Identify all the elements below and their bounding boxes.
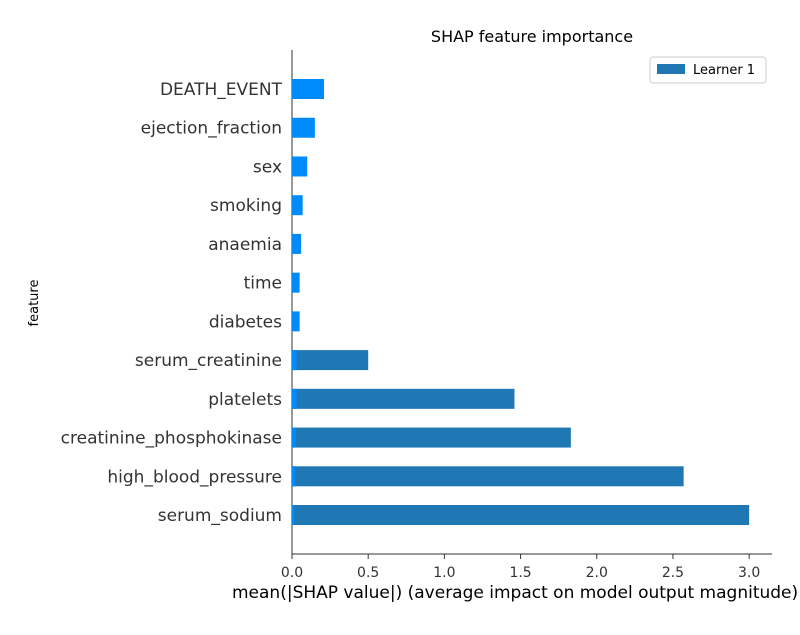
x-tick-label: 2.5 [662, 565, 684, 581]
bar-series-0 [292, 427, 571, 448]
legend-box [649, 56, 767, 84]
y-tick-label: serum_creatinine [135, 351, 282, 371]
bar-series-1 [292, 466, 296, 487]
x-tick-label: 3.0 [738, 565, 760, 581]
bar-series-1 [292, 195, 303, 216]
y-tick-label: time [244, 274, 282, 294]
bar-series-1 [292, 350, 297, 371]
y-tick-label: anaemia [208, 235, 282, 255]
x-axis-label: mean(|SHAP value|) (average impact on mo… [232, 583, 798, 603]
x-tick-label: 2.0 [586, 565, 608, 581]
bar-series-1 [292, 427, 296, 448]
bar-series-1 [292, 388, 297, 409]
bar-series-0 [292, 388, 515, 409]
bar-series-1 [292, 233, 302, 254]
bar-series-0 [292, 466, 684, 487]
bars-layer [292, 79, 750, 526]
bar-series-1 [292, 117, 315, 138]
y-tick-label: serum_sodium [158, 506, 282, 526]
bar-series-0 [292, 350, 369, 371]
bar-series-1 [292, 272, 300, 293]
legend[interactable]: Learner 1 [649, 56, 767, 84]
y-tick-label: ejection_fraction [141, 119, 282, 139]
bar-series-0 [292, 505, 750, 526]
bar-series-1 [292, 156, 308, 177]
x-tick-label: 0.5 [357, 565, 379, 581]
x-tick-label: 1.5 [509, 565, 531, 581]
chart-title: SHAP feature importance [431, 27, 633, 46]
x-tick-label: 1.0 [433, 565, 455, 581]
bar-series-1 [292, 311, 300, 332]
y-tick-label: platelets [208, 390, 282, 410]
bar-series-1 [292, 505, 295, 526]
y-axis-label: feature [27, 280, 42, 327]
y-tick-label: sex [253, 157, 282, 177]
y-tick-label: creatinine_phosphokinase [61, 429, 282, 449]
y-tick-label: DEATH_EVENT [160, 80, 283, 100]
y-tick-label: diabetes [209, 312, 282, 332]
x-tick-label: 0.0 [281, 565, 303, 581]
legend-swatch [657, 64, 685, 74]
y-tick-label: high_blood_pressure [107, 467, 282, 487]
legend-label: Learner 1 [693, 63, 755, 78]
bar-series-1 [292, 79, 324, 99]
y-tick-label: smoking [210, 196, 282, 216]
